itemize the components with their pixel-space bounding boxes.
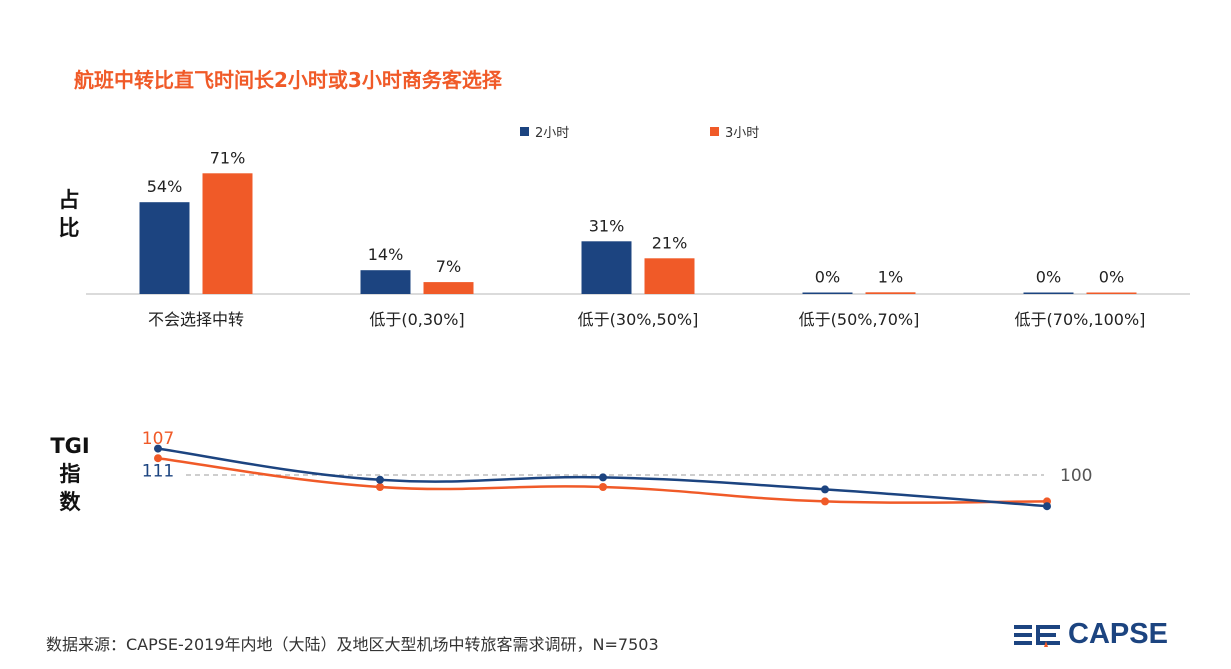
bar-1-1 — [139, 202, 190, 294]
legend-item-series2: 3小时 — [710, 122, 759, 141]
x-tick-label: 低于(50%,70%] — [799, 310, 920, 329]
x-tick-label: 低于(0,30%] — [369, 310, 464, 329]
capse-logo-mark — [1014, 624, 1060, 647]
x-tick-label: 低于(30%,50%] — [578, 310, 699, 329]
tgi-point-2-4 — [821, 497, 829, 506]
legend-swatch-series1 — [520, 127, 529, 136]
bar-2-4 — [865, 292, 916, 294]
bar-value-label: 7% — [436, 257, 461, 276]
tgi-point-1-4 — [821, 485, 829, 494]
tgi-point-1-1 — [154, 444, 162, 453]
chart-canvas: 54% 14% 31% 0% 0% 71% 7% 21% 1% 0% 不会选择中转 低于(0,30%]… — [86, 148, 1190, 511]
capse-logo-text: CAPSE — [1068, 618, 1168, 650]
bar-value-label: 0% — [815, 268, 840, 287]
tgi-point-2-2 — [376, 483, 384, 491]
bar-1-5 — [1023, 292, 1074, 294]
bar-value-label: 71% — [210, 148, 246, 167]
legend-label-series1: 2小时 — [535, 126, 570, 141]
bar-1-4 — [802, 292, 853, 294]
tgi-reference-label: 100 — [1060, 466, 1092, 486]
tgi-axis-label: TGI 指 数 — [50, 434, 90, 514]
bar-value-label: 31% — [589, 216, 625, 235]
bar-2-3 — [644, 258, 695, 294]
tgi-point-1-2 — [376, 475, 384, 484]
bar-value-label: 21% — [652, 233, 688, 252]
chart-title: 航班中转比直飞时间长2小时或3小时商务客选择 — [74, 68, 502, 92]
bar-value-label: 14% — [368, 245, 404, 264]
bar-1-2 — [360, 270, 411, 294]
bar-axis-label: 占 比 — [58, 188, 80, 240]
legend-swatch-series2 — [710, 127, 719, 136]
legend-label-series2: 3小时 — [725, 126, 760, 141]
tgi-point-label-series1: 111 — [142, 462, 174, 482]
bar-2-2 — [423, 282, 474, 294]
x-tick-label: 不会选择中转 — [148, 310, 244, 329]
legend-item-series1: 2小时 — [520, 122, 569, 141]
bar-1-3 — [581, 241, 632, 294]
bar-value-label: 54% — [147, 177, 183, 196]
tgi-point-2-3 — [599, 483, 607, 491]
tgi-point-1-3 — [599, 473, 607, 482]
bar-value-label: 0% — [1036, 268, 1061, 287]
bar-value-label: 0% — [1099, 268, 1124, 287]
bar-2-1 — [202, 173, 253, 294]
bar-2-5 — [1086, 292, 1137, 294]
bar-value-label: 1% — [878, 267, 903, 286]
capse-logo: CAPSE — [1014, 618, 1168, 651]
tgi-point-label-series2: 107 — [142, 429, 174, 449]
source-note: 数据来源：CAPSE-2019年内地（大陆）及地区大型机场中转旅客需求调研，N=… — [46, 635, 659, 654]
tgi-point-2-1 — [154, 454, 162, 463]
x-tick-label: 低于(70%,100%] — [1015, 310, 1146, 329]
tgi-point-1-5 — [1043, 502, 1051, 511]
